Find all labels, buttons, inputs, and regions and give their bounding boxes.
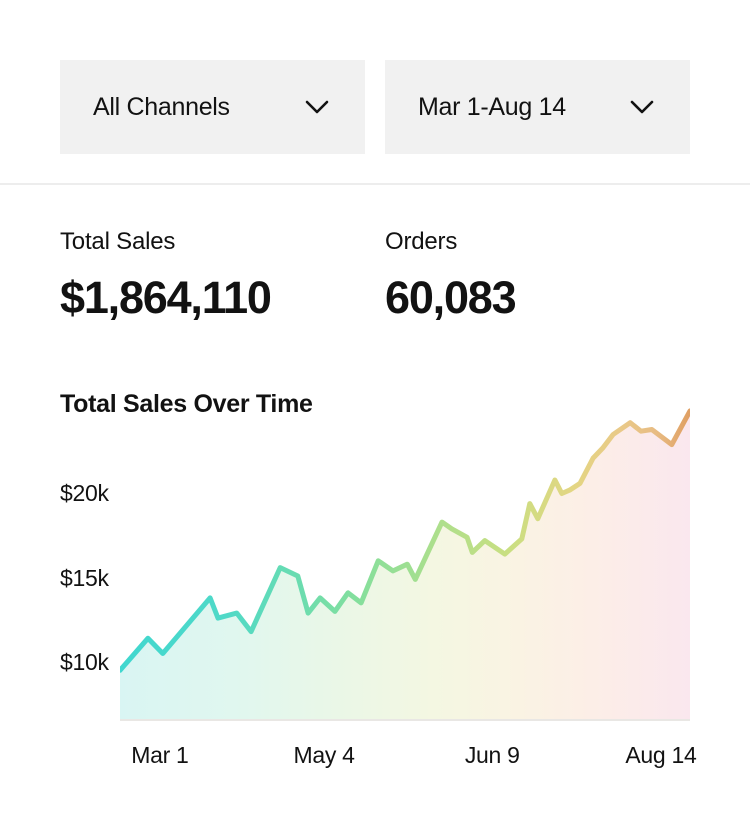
orders-value: 60,083	[385, 272, 517, 323]
x-axis-tick-label: Aug 14	[625, 742, 697, 768]
channel-filter-value: All Channels	[93, 92, 230, 121]
orders-stat: Orders 60,083	[385, 228, 517, 324]
date-range-filter-dropdown[interactable]: Mar 1-Aug 14	[385, 60, 690, 154]
x-axis-line	[120, 719, 690, 721]
y-axis-tick-label: $20k	[60, 480, 109, 507]
sales-chart-svg	[120, 408, 690, 720]
filter-bar: All Channels Mar 1-Aug 14	[60, 60, 690, 154]
x-axis-tick-label: Jun 9	[464, 742, 520, 768]
total-sales-value: $1,864,110	[60, 272, 272, 323]
chevron-down-icon	[305, 100, 329, 114]
total-sales-label: Total Sales	[60, 228, 176, 255]
date-range-filter-value: Mar 1-Aug 14	[418, 92, 566, 121]
x-axis-tick-label: Mar 1	[131, 742, 189, 768]
total-sales-stat: Total Sales $1,864,110	[60, 228, 272, 324]
sales-over-time-chart	[120, 400, 690, 720]
y-axis-tick-label: $15k	[60, 564, 109, 591]
chevron-down-icon	[630, 100, 654, 114]
section-divider	[0, 183, 750, 185]
chart-title: Total Sales Over Time	[60, 390, 313, 418]
sales-line	[120, 408, 690, 673]
y-axis-tick-label: $10k	[60, 648, 109, 675]
channel-filter-dropdown[interactable]: All Channels	[60, 60, 365, 154]
orders-label: Orders	[385, 228, 458, 255]
x-axis-tick-label: May 4	[293, 742, 355, 768]
